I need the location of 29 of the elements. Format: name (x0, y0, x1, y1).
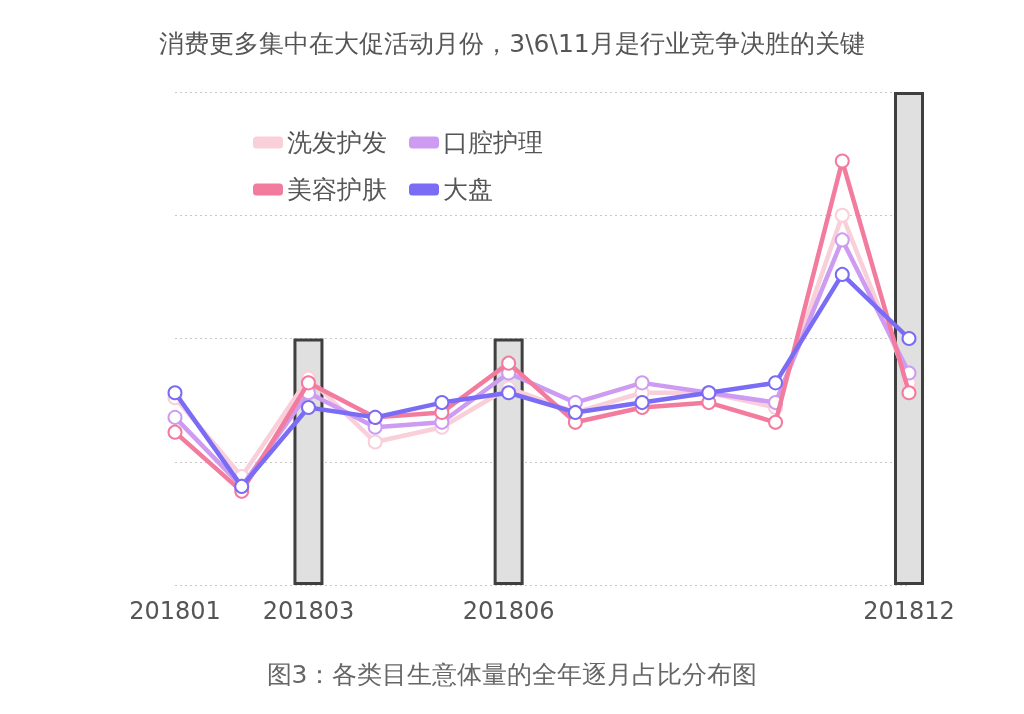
x-tick-label: 201806 (462, 597, 555, 625)
point (834, 153, 850, 169)
point (167, 385, 183, 401)
point (367, 434, 383, 450)
legend-label: 洗发护发 (287, 128, 387, 157)
point (634, 395, 650, 411)
point (300, 375, 316, 391)
legend-label: 口腔护理 (443, 128, 543, 157)
point (300, 400, 316, 416)
point (167, 424, 183, 440)
point (834, 207, 850, 223)
point (834, 266, 850, 282)
point (501, 385, 517, 401)
x-tick-label: 201801 (129, 597, 221, 625)
point (634, 375, 650, 391)
legend-label: 大盘 (443, 175, 493, 204)
point (768, 375, 784, 391)
point (501, 355, 517, 371)
legend-label: 美容护肤 (287, 175, 387, 204)
chart-title: 消费更多集中在大促活动月份，3\6\11月是行业竞争决胜的关键 (159, 29, 865, 58)
x-tick-label: 201812 (863, 597, 955, 625)
point (901, 331, 917, 346)
point (901, 385, 917, 401)
point (768, 414, 784, 430)
point (834, 232, 850, 248)
point (167, 409, 183, 425)
caption: 图3：各类目生意体量的全年逐月占比分布图 (266, 660, 758, 689)
x-tick-label: 201803 (262, 597, 355, 625)
point (434, 395, 450, 411)
